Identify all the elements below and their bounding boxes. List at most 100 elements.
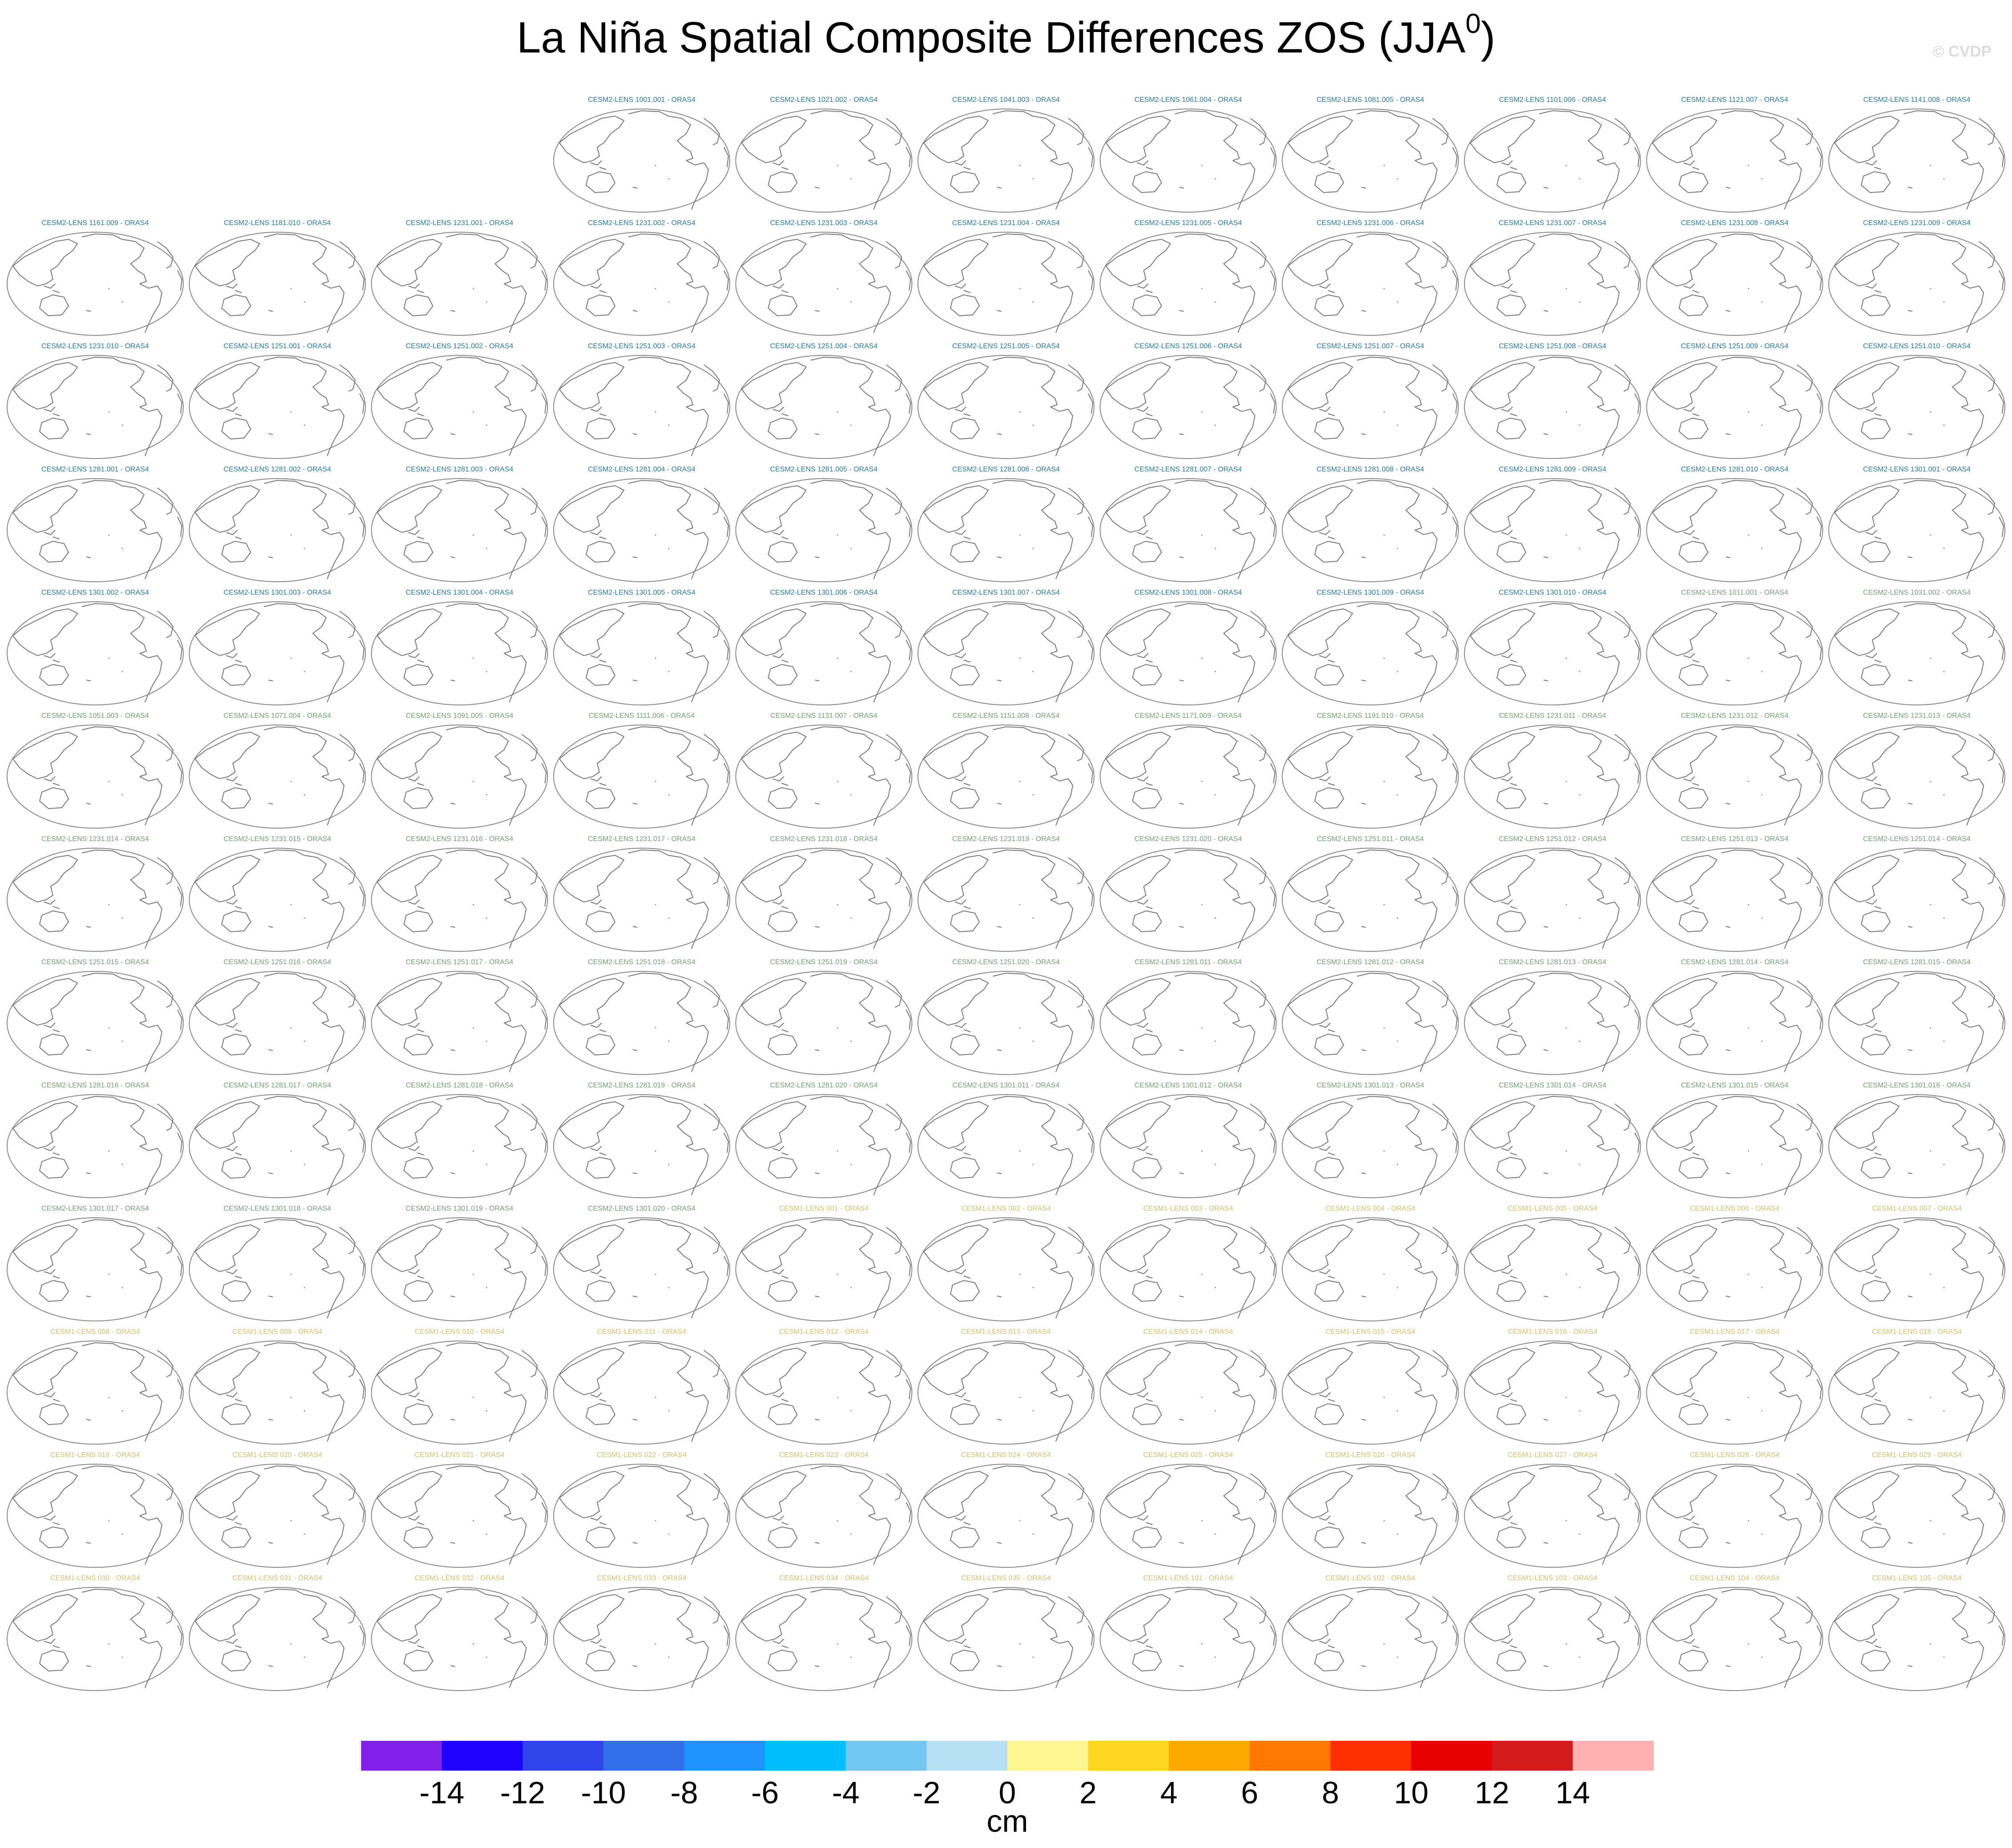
map-outline	[917, 355, 1095, 459]
panel-label: CESM2-LENS 1301.013 - ORAS4	[1316, 1082, 1424, 1089]
map-panel: CESM2-LENS 1141.008 - ORAS4	[1828, 96, 2005, 213]
map-outline	[189, 1341, 366, 1445]
map-panel: CESM1-LENS 005 - ORAS4	[1464, 1205, 1641, 1321]
title-superscript: 0	[1465, 8, 1481, 39]
map-panel: CESM2-LENS 1231.012 - ORAS4	[1646, 712, 1823, 829]
map-outline	[7, 601, 184, 705]
map-outline	[1464, 601, 1641, 705]
panel-label: CESM2-LENS 1231.004 - ORAS4	[952, 219, 1060, 227]
map-outline	[1282, 725, 1459, 829]
colorbar-box	[1573, 1741, 1654, 1771]
map-panel: CESM2-LENS 1251.018 - ORAS4	[553, 958, 730, 1075]
panel-label: CESM2-LENS 1231.013 - ORAS4	[1863, 712, 1971, 720]
map-outline	[1646, 601, 1823, 705]
map-outline	[1828, 601, 2005, 705]
map-outline	[189, 1217, 366, 1321]
map-outline	[371, 478, 548, 582]
map-outline	[7, 355, 184, 459]
map-panel: CESM2-LENS 1161.009 - ORAS4	[7, 219, 184, 336]
map-panel: CESM2-LENS 1301.016 - ORAS4	[1828, 1082, 2005, 1198]
panel-label: CESM2-LENS 1251.011 - ORAS4	[1317, 835, 1424, 843]
panel-label: CESM2-LENS 1231.020 - ORAS4	[1135, 835, 1242, 843]
map-panel: CESM2-LENS 1251.010 - ORAS4	[1828, 342, 2005, 459]
colorbar-box	[1169, 1741, 1250, 1771]
map-outline	[1828, 355, 2005, 459]
panel-label: CESM2-LENS 1301.012 - ORAS4	[1135, 1082, 1242, 1089]
panel-label: CESM2-LENS 1281.020 - ORAS4	[770, 1082, 877, 1089]
map-outline	[7, 478, 184, 582]
map-outline	[917, 1587, 1095, 1691]
map-panel: CESM1-LENS 026 - ORAS4	[1282, 1451, 1459, 1568]
panel-label: CESM1-LENS 025 - ORAS4	[1143, 1451, 1233, 1459]
map-panel: CESM2-LENS 1111.006 - ORAS4	[553, 712, 730, 829]
panel-label: CESM2-LENS 1281.004 - ORAS4	[588, 466, 696, 473]
map-panel: CESM2-LENS 1231.009 - ORAS4	[1828, 219, 2005, 336]
panel-label: CESM2-LENS 1191.010 - ORAS4	[1317, 712, 1424, 720]
map-outline	[735, 109, 913, 213]
map-panel: CESM2-LENS 1301.001 - ORAS4	[1828, 466, 2005, 582]
map-outline	[1099, 478, 1277, 582]
panel-label: CESM2-LENS 1081.005 - ORAS4	[1316, 96, 1424, 104]
colorbar-tick-label: 14	[1555, 1775, 1590, 1810]
panel-label: CESM2-LENS 1031.002 - ORAS4	[1863, 589, 1971, 596]
map-panel: CESM1-LENS 003 - ORAS4	[1099, 1205, 1277, 1321]
map-outline	[917, 1341, 1095, 1445]
panel-label: CESM2-LENS 1251.001 - ORAS4	[224, 342, 331, 350]
map-outline	[1282, 355, 1459, 459]
colorbar-box	[684, 1741, 765, 1771]
map-panel: CESM2-LENS 1181.010 - ORAS4	[189, 219, 366, 336]
panel-label: CESM2-LENS 1281.017 - ORAS4	[224, 1082, 331, 1089]
map-panel: CESM2-LENS 1231.016 - ORAS4	[371, 835, 548, 952]
map-panel: CESM2-LENS 1131.007 - ORAS4	[735, 712, 913, 829]
map-outline	[1828, 1464, 2005, 1568]
colorbar-tick-label: -8	[670, 1775, 698, 1810]
map-panel: CESM2-LENS 1301.007 - ORAS4	[917, 589, 1095, 705]
map-outline	[371, 725, 548, 829]
panel-label: CESM2-LENS 1251.020 - ORAS4	[952, 958, 1060, 966]
panel-label: CESM2-LENS 1091.005 - ORAS4	[406, 712, 513, 720]
map-outline	[553, 725, 730, 829]
map-outline	[735, 478, 913, 582]
map-outline	[1099, 109, 1277, 213]
map-panel: CESM1-LENS 019 - ORAS4	[7, 1451, 184, 1568]
map-outline	[1464, 1341, 1641, 1445]
panel-label: CESM2-LENS 1281.018 - ORAS4	[406, 1082, 513, 1089]
map-outline	[1646, 478, 1823, 582]
map-panel: CESM1-LENS 034 - ORAS4	[735, 1574, 913, 1691]
map-panel: CESM1-LENS 013 - ORAS4	[917, 1328, 1095, 1445]
map-outline	[917, 232, 1095, 336]
map-panel: CESM2-LENS 1001.001 - ORAS4	[553, 96, 730, 213]
map-outline	[7, 232, 184, 336]
panel-label: CESM2-LENS 1051.003 - ORAS4	[41, 712, 149, 720]
map-outline	[189, 232, 366, 336]
panel-label: CESM2-LENS 1231.005 - ORAS4	[1135, 219, 1242, 227]
map-outline	[1282, 232, 1459, 336]
panel-label: CESM2-LENS 1251.016 - ORAS4	[224, 958, 331, 966]
panel-label: CESM2-LENS 1251.017 - ORAS4	[406, 958, 513, 966]
colorbar-tick-label: 6	[1241, 1775, 1258, 1810]
map-outline	[1099, 1217, 1277, 1321]
panel-label: CESM2-LENS 1251.007 - ORAS4	[1316, 342, 1424, 350]
map-panel: CESM2-LENS 1281.013 - ORAS4	[1464, 958, 1641, 1075]
panel-label: CESM2-LENS 1281.012 - ORAS4	[1316, 958, 1424, 966]
map-panel: CESM1-LENS 028 - ORAS4	[1646, 1451, 1823, 1568]
map-panel: CESM2-LENS 1301.004 - ORAS4	[371, 589, 548, 705]
panel-label: CESM2-LENS 1281.002 - ORAS4	[224, 466, 331, 473]
map-outline	[553, 1217, 730, 1321]
panel-label: CESM2-LENS 1301.017 - ORAS4	[41, 1205, 149, 1212]
colorbar-box	[845, 1741, 927, 1771]
map-panel: CESM2-LENS 1231.006 - ORAS4	[1282, 219, 1459, 336]
map-outline	[1099, 1341, 1277, 1445]
map-panel: CESM2-LENS 1231.002 - ORAS4	[553, 219, 730, 336]
panel-label: CESM1-LENS 024 - ORAS4	[961, 1451, 1051, 1459]
map-outline	[553, 355, 730, 459]
map-panel: CESM1-LENS 002 - ORAS4	[917, 1205, 1095, 1321]
map-panel: CESM1-LENS 020 - ORAS4	[189, 1451, 366, 1568]
colorbar-tick-label: 4	[1160, 1775, 1178, 1810]
panel-label: CESM1-LENS 028 - ORAS4	[1690, 1451, 1779, 1459]
panel-label: CESM2-LENS 1251.013 - ORAS4	[1681, 835, 1788, 843]
panel-label: CESM2-LENS 1301.007 - ORAS4	[952, 589, 1060, 596]
panel-label: CESM1-LENS 004 - ORAS4	[1325, 1205, 1415, 1212]
colorbar-box	[1330, 1741, 1412, 1771]
